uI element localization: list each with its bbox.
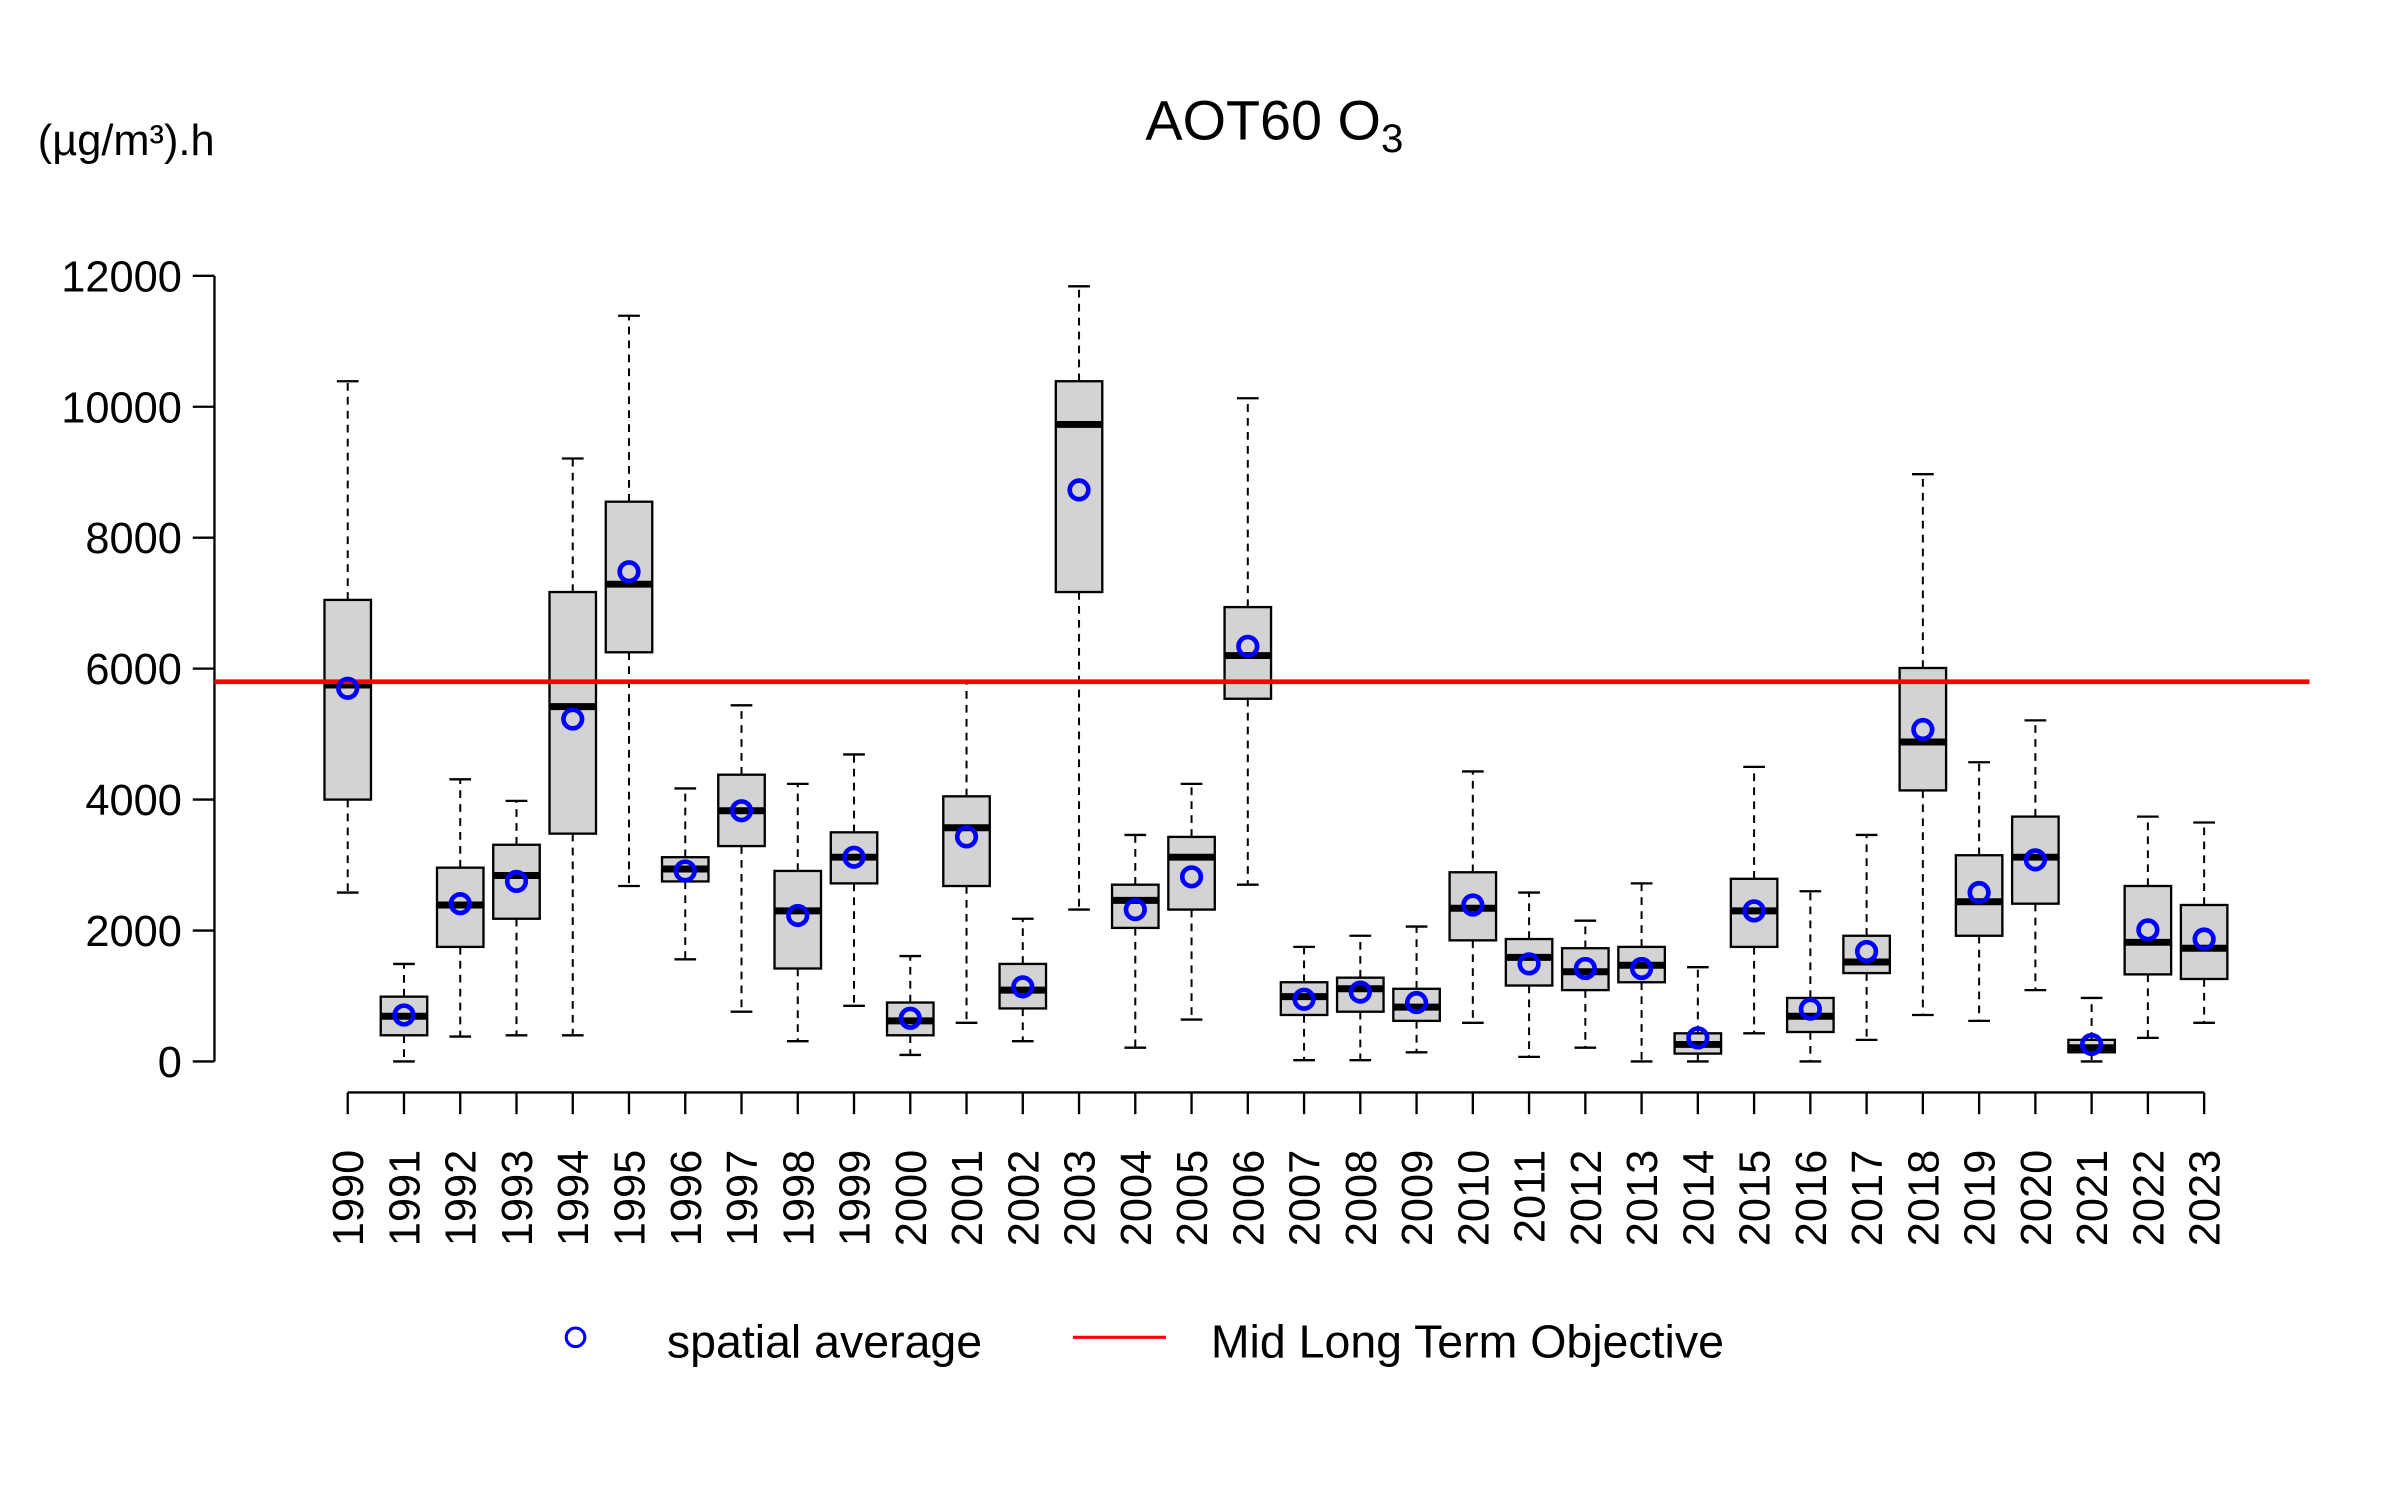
mean-marker [1236, 634, 1260, 659]
box [2179, 903, 2229, 981]
box [1167, 835, 1216, 911]
mean-marker [2136, 918, 2160, 942]
x-tick-label: 2019 [1957, 1150, 2005, 1247]
legend-reference-label: Mid Long Term Objective [1211, 1315, 1724, 1367]
x-tick-label: 1991 [381, 1150, 429, 1247]
mean-marker [1854, 939, 1879, 964]
mean-marker [1067, 478, 1091, 502]
x-tick-label: 1997 [719, 1150, 767, 1247]
mean-marker [1179, 865, 1204, 889]
x-tick-label: 2021 [2069, 1150, 2117, 1247]
mean-marker [1011, 975, 1035, 999]
mean-marker [842, 845, 866, 869]
box [1054, 380, 1104, 594]
legend-mean-marker [564, 1326, 587, 1349]
chart-title-main: AOT60 O [1145, 89, 1381, 151]
x-tick-label: 1993 [494, 1150, 542, 1247]
mean-marker [786, 903, 810, 928]
x-tick-label: 2018 [1900, 1150, 1948, 1247]
y-tick-label: 8000 [85, 515, 182, 563]
x-tick-label: 2004 [1113, 1150, 1161, 1247]
x-tick-label: 2007 [1282, 1150, 1330, 1247]
x-tick-label: 2013 [1619, 1150, 1667, 1247]
mean-marker [1629, 956, 1654, 981]
y-tick-label: 2000 [85, 908, 182, 956]
x-tick-label: 2023 [2182, 1150, 2230, 1247]
x-tick-label: 2009 [1394, 1150, 1442, 1247]
mean-marker [1461, 893, 1485, 917]
mean-marker [1967, 880, 1991, 905]
box [1954, 854, 2004, 937]
x-tick-label: 2005 [1169, 1150, 1217, 1247]
x-tick-label: 2015 [1732, 1150, 1780, 1247]
y-tick-label: 10000 [61, 384, 182, 432]
mean-marker [898, 1006, 922, 1030]
mean-marker [336, 676, 360, 700]
y-axis-label: (µg/m³).h [38, 117, 215, 165]
mean-marker [561, 707, 585, 731]
y-tick-label: 4000 [85, 777, 182, 825]
x-tick-label: 2008 [1338, 1150, 1386, 1247]
mean-marker [2023, 848, 2047, 872]
x-tick-label: 2022 [2125, 1150, 2173, 1247]
x-tick-label: 2002 [1000, 1150, 1048, 1247]
box [2123, 884, 2173, 976]
mean-marker [504, 869, 529, 894]
x-tick-label: 1995 [606, 1150, 654, 1247]
x-tick-label: 2012 [1563, 1150, 1611, 1247]
mean-marker [448, 892, 472, 916]
chart-title-subscript: 3 [1381, 116, 1403, 161]
x-tick-label: 2010 [1450, 1150, 1498, 1247]
mean-marker [729, 799, 754, 823]
mean-marker [673, 859, 697, 883]
mean-marker [1123, 897, 1147, 922]
box [998, 962, 1048, 1010]
box [1504, 937, 1554, 987]
box [942, 795, 991, 888]
mean-marker [2080, 1032, 2104, 1057]
x-tick-label: 2006 [1225, 1150, 1273, 1247]
y-tick-label: 0 [158, 1039, 182, 1087]
box [492, 843, 541, 920]
box [1110, 883, 1160, 930]
chart-title: AOT60 O3 [1145, 89, 1403, 160]
x-tick-label: 1996 [663, 1150, 711, 1247]
x-tick-label: 2017 [1844, 1150, 1892, 1247]
mean-marker [1517, 952, 1541, 976]
x-tick-label: 2011 [1507, 1150, 1555, 1243]
x-tick-label: 2016 [1788, 1150, 1836, 1247]
mean-marker [954, 825, 979, 849]
mean-marker [1348, 980, 1372, 1004]
mean-marker [392, 1003, 416, 1027]
mean-marker [1911, 717, 1935, 742]
x-tick-label: 1994 [550, 1150, 598, 1247]
x-tick-label: 1992 [438, 1150, 486, 1247]
mean-marker [1573, 956, 1597, 981]
mean-marker [1404, 990, 1429, 1015]
box [604, 500, 654, 654]
x-tick-label: 2003 [1057, 1150, 1105, 1247]
x-tick-label: 1990 [325, 1150, 373, 1247]
mean-marker [1686, 1026, 1710, 1050]
x-tick-label: 2014 [1675, 1150, 1723, 1247]
box [773, 869, 823, 970]
x-tick-label: 2001 [944, 1150, 992, 1247]
box [1898, 666, 1948, 792]
y-tick-label: 12000 [61, 253, 182, 301]
mean-marker [2192, 927, 2216, 951]
box [548, 590, 598, 835]
mean-marker [1798, 997, 1822, 1021]
x-tick-label: 2020 [2013, 1150, 2061, 1247]
x-tick-label: 1999 [832, 1150, 880, 1247]
mean-marker [1742, 899, 1766, 923]
mean-marker [617, 560, 641, 584]
y-tick-label: 6000 [85, 646, 182, 694]
x-tick-label: 2000 [888, 1150, 936, 1247]
legend-mean-label: spatial average [667, 1315, 982, 1367]
x-tick-label: 1998 [775, 1150, 823, 1247]
legend: spatial average Mid Long Term Objective [564, 1315, 1724, 1367]
mean-marker [1292, 987, 1316, 1011]
